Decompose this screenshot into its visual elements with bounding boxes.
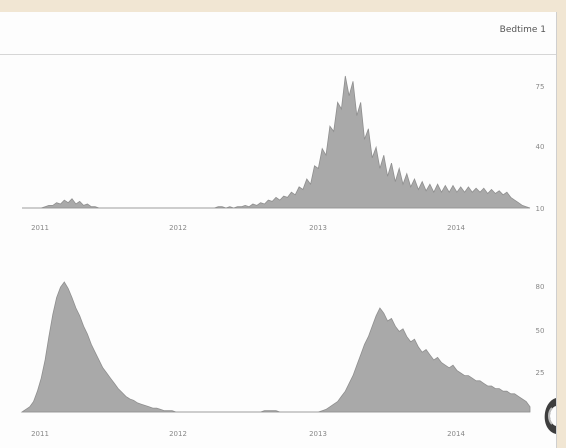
x-tick-label: 2014 — [447, 224, 465, 232]
x-tick-label: 2012 — [169, 430, 187, 438]
y-tick-label: 40 — [536, 143, 545, 151]
scroll-knob-icon[interactable] — [538, 396, 560, 436]
y-tick-label: 10 — [536, 205, 545, 213]
area-series — [20, 281, 531, 413]
x-tick-label: 2014 — [447, 430, 465, 438]
y-tick-label: 75 — [536, 83, 545, 91]
chart-1: 2011 2012 2013 2014 75 40 10 — [22, 75, 545, 232]
area-series — [22, 75, 531, 209]
x-tick-label: 2011 — [31, 224, 49, 232]
panel-header: Bedtime 1 — [0, 12, 556, 55]
panel-title: Bedtime 1 — [499, 25, 546, 35]
x-tick-label: 2011 — [31, 430, 49, 438]
y-tick-label: 50 — [536, 327, 545, 335]
x-tick-label: 2013 — [309, 224, 327, 232]
y-tick-label: 25 — [536, 369, 545, 377]
chart-2: 2011 2012 2013 2014 80 50 25 — [20, 281, 545, 438]
x-tick-label: 2013 — [309, 430, 327, 438]
x-tick-label: 2012 — [169, 224, 187, 232]
y-tick-label: 80 — [536, 283, 545, 291]
